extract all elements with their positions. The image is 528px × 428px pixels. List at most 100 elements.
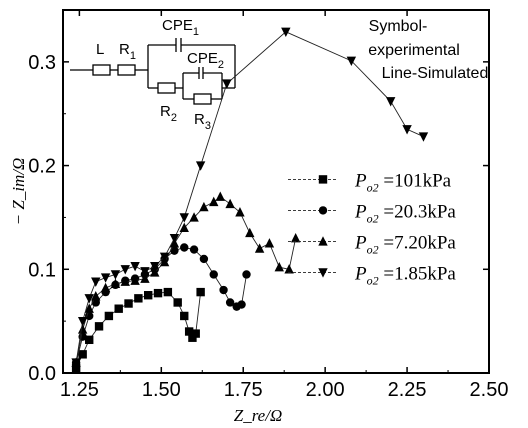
y-axis-label: − Z_im/Ω — [9, 158, 28, 226]
data-point — [225, 298, 235, 307]
data-point — [100, 282, 111, 293]
data-point — [104, 311, 114, 321]
legend-item-0: Po2 =101kPa — [288, 170, 452, 194]
data-point — [242, 270, 251, 279]
legend-item-1: Po2 =20.3kPa — [288, 201, 456, 225]
data-point — [199, 254, 209, 264]
legend-marker — [318, 268, 328, 278]
legend-item-2: Po2 =7.20kPa — [288, 232, 456, 256]
data-point — [114, 304, 123, 313]
note-symbol: Symbol- — [369, 18, 428, 35]
data-point — [418, 132, 429, 142]
data-point — [199, 201, 209, 212]
data-point — [169, 233, 180, 244]
data-point — [281, 27, 291, 37]
equivalent-circuit: L R1 CPE1 CPE2 R2 R3 — [70, 17, 236, 132]
label-R3: R3 — [194, 111, 211, 132]
series-1 — [71, 243, 251, 367]
y-tick-label: 0.2 — [28, 156, 56, 178]
legend-marker — [318, 206, 328, 215]
inductor-L — [92, 64, 111, 76]
data-point — [91, 291, 101, 301]
data-point — [346, 56, 357, 67]
data-point — [209, 196, 219, 207]
label-CPE1: CPE1 — [162, 17, 199, 38]
data-point — [264, 238, 275, 248]
data-point — [159, 252, 170, 263]
legend-label: Po2 =20.3kPa — [354, 201, 456, 225]
series-0 — [71, 287, 205, 373]
x-tick-label: 1.75 — [224, 379, 263, 401]
data-point — [134, 294, 143, 303]
data-point — [222, 79, 232, 89]
data-point — [84, 303, 94, 313]
data-point — [85, 335, 94, 345]
data-point — [144, 291, 153, 300]
data-point — [71, 358, 81, 368]
data-point — [235, 207, 245, 217]
data-point — [100, 273, 111, 283]
data-point — [84, 294, 94, 304]
data-point — [179, 213, 189, 223]
data-point — [150, 267, 160, 277]
data-point — [254, 243, 265, 253]
data-point — [225, 198, 235, 209]
data-point — [77, 324, 88, 334]
data-point — [180, 243, 189, 252]
label-CPE2: CPE2 — [187, 50, 224, 71]
data-point — [179, 222, 189, 232]
data-point — [163, 287, 173, 297]
series-line — [75, 31, 424, 363]
data-point — [77, 316, 88, 327]
y-tick-label: 0.1 — [28, 259, 56, 281]
data-point — [191, 329, 200, 338]
resistor-R2 — [157, 82, 176, 94]
resistor-R1 — [117, 64, 136, 76]
data-point — [189, 212, 199, 222]
label-L: L — [96, 41, 104, 58]
plot-axes: 1.25 1.50 1.75 2.00 2.25 2.50 0.0 0.1 0.2 0.3 — [28, 9, 509, 401]
data-point — [219, 285, 228, 295]
x-tick-label: 1.25 — [60, 379, 99, 401]
y-tick-label: 0.3 — [28, 52, 56, 74]
x-tick-label: 2.00 — [306, 379, 345, 401]
data-point — [120, 265, 130, 275]
data-point — [274, 262, 284, 272]
data-point — [120, 276, 130, 286]
plot-frame — [62, 9, 490, 374]
note-experimental: experimental — [368, 42, 460, 59]
data-point — [130, 261, 140, 272]
data-point — [140, 273, 150, 283]
data-point — [124, 299, 133, 308]
data-point — [110, 278, 121, 289]
x-axis-label: Z_re/Ω — [234, 406, 283, 425]
data-point — [195, 161, 206, 171]
series-line — [75, 196, 297, 363]
legend-label: Po2 =101kPa — [354, 170, 452, 194]
axis-labels: Z_re/Ω − Z_im/Ω Symbol-experimental Line-Si… — [9, 18, 488, 425]
label-R2: R2 — [160, 103, 177, 124]
data-point — [184, 327, 194, 336]
legend: Po2 =101kPa Po2 =20.3kPa Po2 =7.20kPa Po2 =… — [288, 170, 456, 287]
data-point — [209, 270, 218, 279]
legend-item-3: Po2 =1.85kPa — [288, 263, 456, 287]
x-tick-label: 2.50 — [470, 379, 509, 401]
series-layer — [71, 27, 429, 373]
data-point — [245, 227, 255, 238]
data-point — [180, 311, 189, 321]
data-point — [284, 264, 294, 274]
legend-label: Po2 =1.85kPa — [354, 263, 456, 287]
resistor-R3 — [193, 93, 212, 105]
data-point — [78, 350, 87, 359]
data-point — [196, 287, 205, 297]
data-point — [110, 270, 121, 280]
data-point — [153, 288, 163, 298]
x-tick-label: 2.25 — [388, 379, 427, 401]
data-point — [385, 97, 396, 107]
data-point — [402, 125, 412, 135]
note-line-simulated: Line-Simulated — [382, 65, 489, 82]
label-R1: R1 — [119, 41, 136, 62]
data-point — [150, 261, 160, 272]
